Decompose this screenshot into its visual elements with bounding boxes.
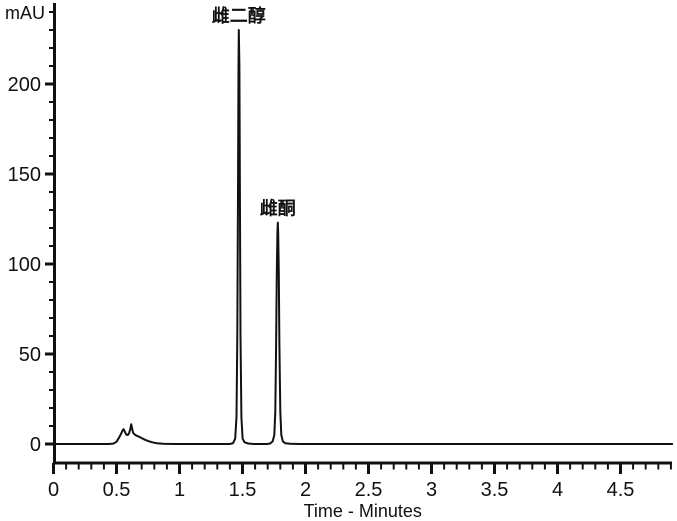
- x-tick-label: 0.5: [103, 479, 131, 501]
- y-tick-label: 0: [30, 434, 41, 456]
- x-tick-label: 4.5: [607, 479, 635, 501]
- x-tick-label: 4: [552, 479, 563, 501]
- x-tick-label: 1.5: [229, 479, 257, 501]
- y-tick-label: 150: [8, 164, 41, 186]
- peak-annotation: 雌二醇: [212, 5, 266, 26]
- x-tick-label: 0: [48, 479, 59, 501]
- signal-trace: [52, 29, 674, 445]
- y-tick-label: 200: [8, 74, 41, 96]
- y-tick-label: 100: [8, 254, 41, 276]
- x-tick-label: 1: [174, 479, 185, 501]
- peak-annotation: 雌酮: [260, 198, 296, 219]
- y-tick-label: 50: [19, 344, 41, 366]
- x-tick-label: 3: [426, 479, 437, 501]
- x-tick-label: 2: [300, 479, 311, 501]
- x-tick-label: 3.5: [481, 479, 509, 501]
- x-axis-title: Time - Minutes: [304, 501, 422, 521]
- x-tick-label: 2.5: [355, 479, 383, 501]
- y-axis-unit-label: mAU: [5, 3, 45, 23]
